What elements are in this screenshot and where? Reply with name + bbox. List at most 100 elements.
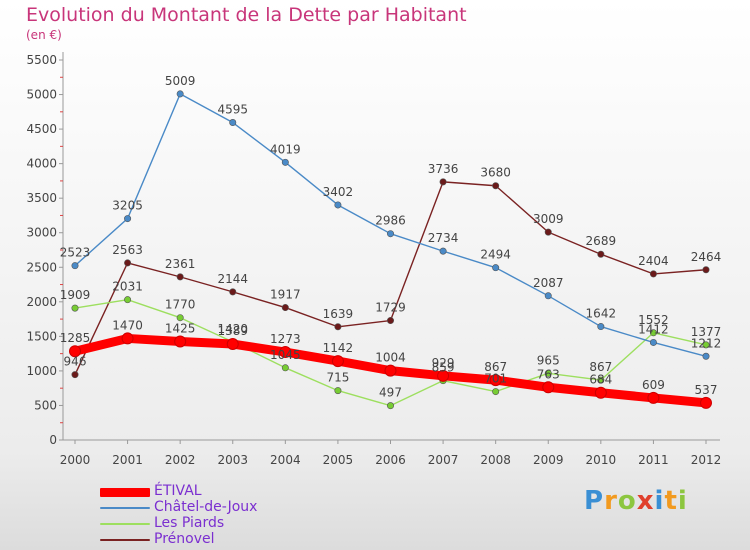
logo-letter: P <box>584 486 605 516</box>
x-tick-label: 2008 <box>480 453 511 467</box>
data-label-prenovel: 3009 <box>533 212 564 226</box>
chart-subtitle: (en €) <box>26 28 62 42</box>
logo-letter: x <box>636 486 655 516</box>
data-point-etival <box>489 374 502 387</box>
data-label-prenovel: 2689 <box>586 234 617 248</box>
data-point-chatel-de-joux <box>492 264 500 272</box>
y-tick-label: 5500 <box>26 53 57 67</box>
series-etival <box>69 332 712 409</box>
data-label-prenovel: 1917 <box>270 288 301 302</box>
data-label-chatel-de-joux: 3205 <box>112 199 143 213</box>
logo-letter: o <box>617 486 637 516</box>
data-label-etival: 929 <box>432 356 455 370</box>
data-label-les-piards: 867 <box>589 360 612 374</box>
data-point-etival <box>437 369 450 382</box>
data-point-chatel-de-joux <box>439 247 447 255</box>
data-point-etival <box>279 346 292 359</box>
x-tick-label: 2005 <box>323 453 354 467</box>
data-point-prenovel <box>124 259 132 267</box>
data-label-les-piards: 715 <box>326 371 349 385</box>
series-les-piards <box>71 296 710 410</box>
legend-swatch-chatel-de-joux <box>100 507 150 509</box>
data-point-prenovel <box>281 304 289 312</box>
y-tick-label: 3000 <box>26 226 57 240</box>
data-label-chatel-de-joux: 5009 <box>165 74 196 88</box>
data-point-chatel-de-joux <box>281 158 289 166</box>
data-label-etival: 1142 <box>323 341 354 355</box>
data-label-prenovel: 3680 <box>480 166 511 180</box>
data-point-les-piards <box>597 376 605 384</box>
data-label-etival: 684 <box>589 373 612 387</box>
data-point-etival <box>384 364 397 377</box>
data-point-prenovel <box>71 371 79 379</box>
data-point-prenovel <box>386 317 394 325</box>
legend-item-chatel-de-joux: Châtel-de-Joux <box>100 499 340 516</box>
x-tick-label: 2011 <box>638 453 669 467</box>
x-tick-label: 2010 <box>586 453 617 467</box>
data-point-chatel-de-joux <box>176 90 184 98</box>
data-label-chatel-de-joux: 2494 <box>480 248 511 262</box>
data-point-etival <box>174 335 187 348</box>
y-tick-label: 2500 <box>26 260 57 274</box>
x-tick-label: 2003 <box>217 453 248 467</box>
y-tick-label: 4500 <box>26 122 57 136</box>
data-label-prenovel: 2464 <box>691 250 722 264</box>
data-point-etival <box>700 396 712 409</box>
data-point-prenovel <box>229 288 237 296</box>
data-point-etival <box>226 338 239 351</box>
data-label-chatel-de-joux: 2087 <box>533 276 564 290</box>
logo-letter: t <box>664 486 678 516</box>
data-point-les-piards <box>334 387 342 395</box>
data-label-prenovel: 2563 <box>112 243 143 257</box>
y-tick-label: 2000 <box>26 295 57 309</box>
data-point-chatel-de-joux <box>124 215 132 223</box>
legend-swatch-etival <box>100 488 150 497</box>
data-label-prenovel: 2361 <box>165 257 196 271</box>
data-label-etival: 1273 <box>270 332 301 346</box>
x-tick-label: 2004 <box>270 453 301 467</box>
legend-label-les-piards: Les Piards <box>154 515 225 531</box>
data-label-les-piards: 1045 <box>270 348 301 362</box>
data-point-les-piards <box>544 369 552 377</box>
data-label-chatel-de-joux: 4595 <box>217 103 248 117</box>
legend-item-prenovel: Prénovel <box>100 531 340 548</box>
data-label-les-piards: 1770 <box>165 298 196 312</box>
data-point-prenovel <box>334 323 342 331</box>
data-label-les-piards: 1552 <box>638 313 669 327</box>
legend-swatch-prenovel <box>100 539 150 541</box>
series-prenovel <box>71 178 710 379</box>
data-point-chatel-de-joux <box>71 262 79 270</box>
data-label-prenovel: 3736 <box>428 162 459 176</box>
legend-item-etival: ÉTIVAL <box>100 483 340 500</box>
legend-item-les-piards: Les Piards <box>100 515 340 532</box>
data-point-les-piards <box>386 402 394 410</box>
x-tick-label: 2000 <box>60 453 91 467</box>
proxiti-logo: Proxiti <box>584 486 688 516</box>
data-point-chatel-de-joux <box>386 230 394 238</box>
data-point-etival <box>121 332 134 345</box>
legend-label-chatel-de-joux: Châtel-de-Joux <box>154 499 258 515</box>
x-tick-label: 2012 <box>691 453 722 467</box>
data-label-les-piards: 1420 <box>217 322 248 336</box>
chart-title: Evolution du Montant de la Dette par Hab… <box>26 4 467 26</box>
data-label-prenovel: 2404 <box>638 254 669 268</box>
data-point-chatel-de-joux <box>702 352 710 360</box>
y-tick-label: 3500 <box>26 191 57 205</box>
data-point-prenovel <box>176 273 184 281</box>
y-tick-label: 5000 <box>26 88 57 102</box>
x-tick-label: 2001 <box>112 453 143 467</box>
data-label-les-piards: 2031 <box>112 280 143 294</box>
data-point-etival <box>69 345 81 358</box>
data-point-les-piards <box>281 364 289 372</box>
data-label-les-piards: 965 <box>537 353 560 367</box>
data-label-etival: 1285 <box>60 331 91 345</box>
data-point-etival <box>594 386 607 399</box>
y-tick-label: 500 <box>34 398 57 412</box>
data-point-chatel-de-joux <box>334 201 342 209</box>
x-tick-label: 2002 <box>165 453 196 467</box>
data-label-prenovel: 1729 <box>375 301 406 315</box>
x-tick-label: 2009 <box>533 453 564 467</box>
y-tick-label: 0 <box>49 433 57 447</box>
data-point-les-piards <box>124 296 132 304</box>
